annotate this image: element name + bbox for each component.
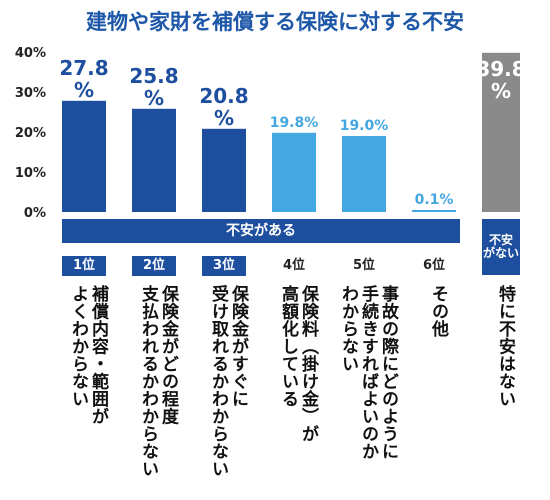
category-label: 保険金がすぐに 受け取れるかわからない <box>208 285 248 478</box>
category-label: 事故の際にどのように 手続きすればよいのか わからない <box>338 285 398 460</box>
rank-badge: 6位 <box>422 258 446 273</box>
bar <box>62 100 106 212</box>
rank-badge: 1位 <box>62 256 106 276</box>
bar <box>202 128 246 212</box>
data-label: 19.8% <box>270 115 319 131</box>
data-label: 25.8 <box>129 64 178 88</box>
group-label-no-anxiety: 不安 がない <box>482 219 520 275</box>
group-label-line: 不安 <box>488 232 513 247</box>
data-label-unit: % <box>214 106 234 130</box>
data-label: 27.8 <box>59 56 108 80</box>
y-tick-label: 20% <box>15 126 46 141</box>
bar <box>272 132 316 212</box>
data-label: 39.8 <box>476 57 525 81</box>
group-label-line: がない <box>482 246 519 260</box>
data-label-unit: % <box>74 78 94 102</box>
rank-badge: 4位 <box>282 258 306 273</box>
rank-badge: 3位 <box>202 256 246 276</box>
bar <box>412 210 456 212</box>
rank-badge: 2位 <box>132 256 176 276</box>
chart-title: 建物や家財を補償する保険に対する不安 <box>86 10 464 34</box>
data-label: 19.0% <box>340 118 389 134</box>
y-tick-label: 30% <box>15 86 46 101</box>
bar <box>342 136 386 212</box>
bar <box>132 108 176 212</box>
y-tick-label: 10% <box>15 166 46 181</box>
data-label-unit: % <box>144 86 164 110</box>
group-label-anxious: 不安がある <box>62 219 460 243</box>
y-tick-label: 40% <box>15 46 46 61</box>
bar-no-anxiety <box>482 52 520 212</box>
y-tick-label: 0% <box>24 206 46 221</box>
data-label: 20.8 <box>199 84 248 108</box>
category-label: 特に不安はない <box>495 285 515 408</box>
category-label: その他 <box>428 285 448 338</box>
rank-badge: 5位 <box>352 258 376 273</box>
data-label: 0.1% <box>415 192 454 208</box>
category-label: 補償内容・範囲が よくわからない <box>68 285 108 425</box>
data-label-unit: % <box>491 79 511 103</box>
category-label: 保険金がどの程度 支払われるかわからない <box>138 285 178 478</box>
category-label: 保険料（掛け金）が 高額化している <box>278 285 318 443</box>
